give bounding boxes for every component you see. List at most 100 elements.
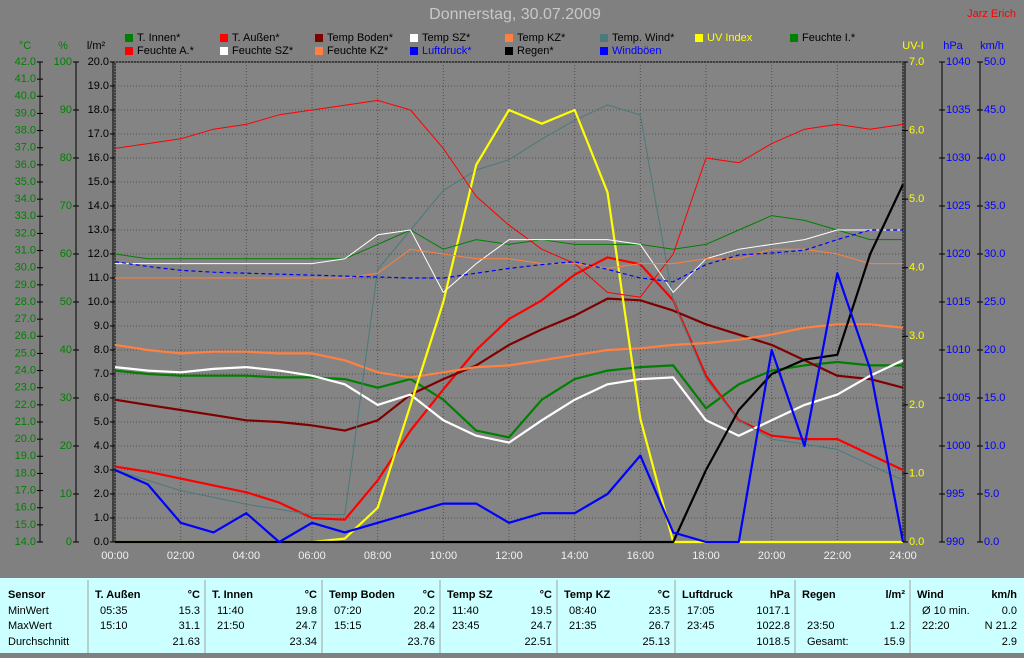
series-line	[114, 323, 904, 379]
y-tick-label: 28.0	[15, 296, 36, 308]
stats-value: 19.8	[296, 605, 317, 617]
stats-header: Temp SZ	[447, 589, 493, 601]
series-line	[114, 359, 904, 444]
legend-label: Feuchte KZ*	[327, 45, 389, 57]
x-tick-label: 24:00	[889, 550, 917, 562]
legend-swatch	[410, 34, 418, 42]
stats-header: T. Außen	[95, 589, 141, 601]
y-tick-label: 38.0	[15, 124, 36, 136]
y-tick-label: 3.0	[94, 464, 109, 476]
y-tick-label: 0.0	[984, 536, 999, 548]
author: Jarz Erich	[967, 8, 1016, 20]
y-tick-label: 0.0	[909, 536, 924, 548]
y-tick-label: 7.0	[909, 56, 924, 68]
stats-value: 23.34	[289, 636, 317, 648]
y-tick-label: 20	[60, 440, 72, 452]
y-tick-label: 0	[66, 536, 72, 548]
y-tick-label: 42.0	[15, 56, 36, 68]
y-tick-label: 21.0	[15, 416, 36, 428]
stats-row-label: Sensor	[8, 589, 46, 601]
stats-value: 19.5	[531, 605, 552, 617]
stats-value: 31.1	[179, 620, 200, 632]
stats-row-label: Durchschnitt	[8, 636, 69, 648]
y-tick-label: 40.0	[15, 90, 36, 102]
legend-swatch	[315, 34, 323, 42]
stats-value: 20.2	[414, 605, 435, 617]
legend-swatch	[315, 47, 323, 55]
y-tick-label: 100	[54, 56, 72, 68]
legend-swatch	[695, 34, 703, 42]
stats-time: 11:40	[452, 605, 479, 617]
stats-time: 23:45	[452, 620, 480, 632]
stats-unit: °C	[188, 589, 200, 601]
y-tick-label: 1.0	[909, 467, 924, 479]
y-tick-label: 1015	[946, 296, 970, 308]
y-tick-label: 6.0	[909, 124, 924, 136]
stats-unit: l/m²	[885, 589, 905, 601]
y-tick-label: 14.0	[88, 200, 109, 212]
y-tick-label: 4.0	[94, 440, 109, 452]
y-tick-label: 50.0	[984, 56, 1005, 68]
legend-label: Windböen	[612, 45, 662, 57]
y-tick-label: 1020	[946, 248, 970, 260]
legend-swatch	[410, 47, 418, 55]
y-tick-label: 39.0	[15, 107, 36, 119]
stats-time: 21:35	[569, 620, 597, 632]
series-line	[114, 215, 903, 260]
y-tick-label: 30.0	[15, 262, 36, 274]
legend-swatch	[790, 34, 798, 42]
legend-swatch	[505, 34, 513, 42]
x-tick-label: 02:00	[167, 550, 195, 562]
series-line	[114, 229, 903, 283]
y-tick-label: 70	[60, 200, 72, 212]
y-tick-label: 9.0	[94, 320, 109, 332]
stats-time: 23:50	[807, 620, 835, 632]
x-tick-label: 14:00	[561, 550, 589, 562]
stats-value: 0.0	[1002, 605, 1017, 617]
legend-label: Feuchte SZ*	[232, 45, 294, 57]
legend-label: T. Innen*	[137, 32, 181, 44]
legend-swatch	[505, 47, 513, 55]
stats-time: 22:20	[922, 620, 950, 632]
y-tick-label: 18.0	[15, 467, 36, 479]
y-tick-label: 1030	[946, 152, 970, 164]
y-tick-label: 31.0	[15, 244, 36, 256]
y-tick-label: 25.0	[984, 296, 1005, 308]
y-tick-label: 19.0	[88, 80, 109, 92]
y-tick-label: 37.0	[15, 142, 36, 154]
stats-unit: °C	[658, 589, 670, 601]
stats-value: 24.7	[296, 620, 317, 632]
series-line	[114, 104, 904, 516]
y-tick-label: 20.0	[88, 56, 109, 68]
stats-header: Regen	[802, 589, 836, 601]
stats-unit: °C	[305, 589, 317, 601]
legend-label: Temp. Wind*	[612, 32, 675, 44]
y-tick-label: 26.0	[15, 330, 36, 342]
stats-row-label: MaxWert	[8, 620, 52, 632]
axis-unit: °C	[19, 40, 31, 52]
y-tick-label: 1005	[946, 392, 970, 404]
stats-unit: °C	[423, 589, 435, 601]
stats-value: 15.3	[179, 605, 200, 617]
series-line	[115, 229, 903, 293]
x-tick-label: 18:00	[692, 550, 720, 562]
y-tick-label: 20.0	[984, 344, 1005, 356]
series-line	[114, 99, 904, 298]
stats-time: 15:10	[100, 620, 128, 632]
y-tick-label: 10.0	[88, 296, 109, 308]
stats-unit: hPa	[770, 589, 791, 601]
y-tick-label: 1010	[946, 344, 970, 356]
x-tick-label: 10:00	[430, 550, 458, 562]
y-tick-label: 45.0	[984, 104, 1005, 116]
stats-time: Gesamt:	[807, 636, 849, 648]
legend-label: UV Index	[707, 32, 753, 44]
stats-value: 25.13	[642, 636, 670, 648]
y-tick-label: 5.0	[94, 416, 109, 428]
y-tick-label: 2.0	[94, 488, 109, 500]
series-line	[114, 297, 904, 432]
stats-value: 26.7	[649, 620, 670, 632]
stats-time: 21:50	[217, 620, 245, 632]
y-tick-label: 30	[60, 392, 72, 404]
stats-value: 1018.5	[756, 636, 790, 648]
stats-unit: km/h	[991, 589, 1017, 601]
